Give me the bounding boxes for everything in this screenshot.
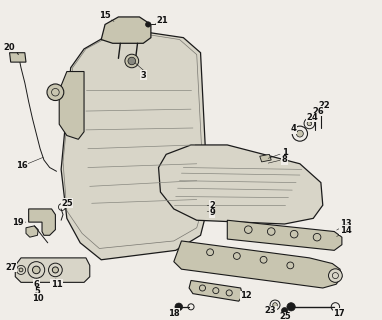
Circle shape <box>47 84 64 100</box>
Circle shape <box>52 267 58 273</box>
Text: 14: 14 <box>340 226 351 235</box>
Text: 4: 4 <box>290 124 296 133</box>
Circle shape <box>19 268 23 272</box>
Text: 2: 2 <box>209 201 215 210</box>
Polygon shape <box>260 154 271 162</box>
Text: 9: 9 <box>209 208 215 217</box>
Circle shape <box>317 105 324 111</box>
Text: 3: 3 <box>140 71 146 80</box>
Polygon shape <box>10 53 26 62</box>
Text: 26: 26 <box>312 107 324 116</box>
Text: 12: 12 <box>241 291 252 300</box>
Polygon shape <box>59 72 84 139</box>
Circle shape <box>128 57 136 65</box>
Text: 17: 17 <box>333 309 345 318</box>
Polygon shape <box>15 258 90 282</box>
Circle shape <box>146 22 151 27</box>
Text: 25: 25 <box>61 199 73 208</box>
Circle shape <box>312 111 318 117</box>
Text: 1: 1 <box>282 148 288 157</box>
Polygon shape <box>227 220 342 250</box>
Polygon shape <box>61 32 208 260</box>
Polygon shape <box>29 209 55 235</box>
Text: 11: 11 <box>51 280 62 289</box>
Polygon shape <box>189 280 243 301</box>
Text: 19: 19 <box>13 218 24 227</box>
Polygon shape <box>159 145 323 224</box>
Polygon shape <box>101 17 151 43</box>
Circle shape <box>307 121 312 126</box>
Text: 23: 23 <box>265 306 276 315</box>
Polygon shape <box>174 241 342 288</box>
Text: 5: 5 <box>34 287 40 296</box>
Text: 21: 21 <box>157 16 168 25</box>
Circle shape <box>282 308 288 314</box>
Circle shape <box>125 54 139 68</box>
Text: 8: 8 <box>282 156 288 164</box>
Circle shape <box>32 266 40 274</box>
Text: 18: 18 <box>168 309 180 318</box>
Text: 15: 15 <box>99 11 111 20</box>
Text: 24: 24 <box>307 113 318 122</box>
Text: 10: 10 <box>32 294 43 303</box>
Circle shape <box>273 303 277 307</box>
Text: 16: 16 <box>16 161 28 170</box>
Polygon shape <box>26 226 38 237</box>
Circle shape <box>175 303 183 311</box>
Circle shape <box>329 269 342 282</box>
Text: 13: 13 <box>340 220 351 228</box>
Text: 20: 20 <box>4 43 15 52</box>
Text: 22: 22 <box>318 101 330 110</box>
Circle shape <box>287 303 295 311</box>
Text: 27: 27 <box>5 263 16 272</box>
Circle shape <box>296 130 303 137</box>
Text: 25: 25 <box>280 313 291 320</box>
Text: 6: 6 <box>33 280 39 289</box>
